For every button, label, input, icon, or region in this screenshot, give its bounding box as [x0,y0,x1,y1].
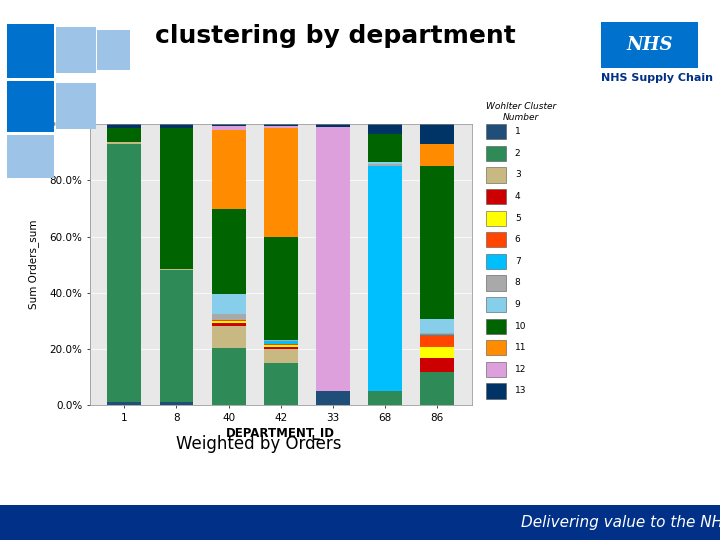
Bar [212,326,246,348]
Bar [264,349,298,363]
Text: 12: 12 [515,365,526,374]
Bar [212,323,246,326]
Bar [212,124,246,126]
Bar [107,143,141,144]
Bar [212,126,246,130]
Text: 13: 13 [515,387,526,395]
Bar [316,127,350,391]
Text: 2: 2 [515,149,521,158]
Text: 9: 9 [515,300,521,309]
Bar [264,341,298,344]
Text: Delivering value to the NHS: Delivering value to the NHS [521,515,720,530]
Bar [264,345,298,347]
Bar [368,134,402,162]
Bar [420,333,454,334]
Text: 4: 4 [515,192,521,201]
Bar [420,334,454,335]
Bar [420,166,454,319]
Bar [160,124,194,129]
Y-axis label: Sum Orders_sum: Sum Orders_sum [28,220,39,309]
Text: 1: 1 [515,127,521,136]
Bar [368,166,402,391]
Bar [212,321,246,323]
Bar [107,124,141,129]
Bar [212,130,246,210]
Bar [264,340,298,341]
Bar [212,294,246,314]
Bar [264,126,298,129]
Bar [420,372,454,405]
Bar [160,402,194,405]
Bar [160,129,194,269]
Bar [368,162,402,164]
Bar [420,124,454,144]
Text: NHS: NHS [626,36,673,53]
Text: Weighted by Orders: Weighted by Orders [176,435,342,453]
Bar [368,391,402,405]
Bar [107,144,141,402]
Bar [420,144,454,166]
Bar [264,237,298,340]
Bar [368,164,402,166]
Bar [420,319,454,333]
Text: 7: 7 [515,257,521,266]
Bar [264,129,298,237]
Text: 11: 11 [515,343,526,352]
Bar [264,344,298,345]
Bar [107,129,141,143]
Text: 8: 8 [515,279,521,287]
Text: 3: 3 [515,171,521,179]
Bar [160,269,194,270]
Text: 5: 5 [515,214,521,222]
Bar [212,314,246,320]
Bar [420,347,454,357]
Text: 10: 10 [515,322,526,330]
X-axis label: DEPARTMENT_ID: DEPARTMENT_ID [226,427,336,440]
Bar [316,391,350,405]
Bar [264,363,298,405]
Text: clustering by department: clustering by department [155,24,516,48]
Bar [316,124,350,127]
Bar [212,210,246,294]
Bar [368,124,402,134]
Text: 6: 6 [515,235,521,244]
Bar [107,402,141,405]
Bar [264,347,298,349]
Bar [160,270,194,402]
Bar [212,348,246,405]
Bar [212,320,246,321]
Bar [264,124,298,126]
Text: NHS Supply Chain: NHS Supply Chain [601,73,714,83]
Text: Wohlter Cluster
Number: Wohlter Cluster Number [486,102,557,122]
Bar [420,357,454,372]
Bar [420,335,454,347]
